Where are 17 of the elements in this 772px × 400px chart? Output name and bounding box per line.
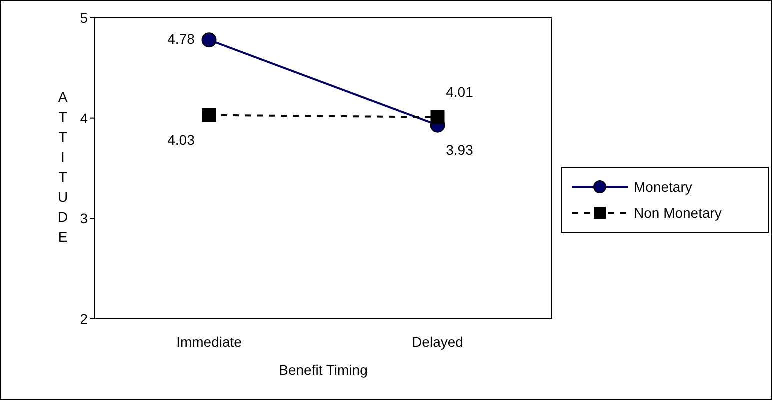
data-label: 4.01 <box>446 84 474 100</box>
legend-label: Non Monetary <box>634 205 722 221</box>
data-label: 4.03 <box>168 132 196 148</box>
y-tick-label: 2 <box>80 310 88 327</box>
x-tick-label: Immediate <box>176 334 242 350</box>
point <box>202 108 216 122</box>
data-label: 3.93 <box>446 142 474 158</box>
y-tick-label: 5 <box>80 10 88 26</box>
point <box>430 110 445 124</box>
data-label: 4.78 <box>168 30 196 47</box>
y-axis-title: ATTITUDE <box>58 89 68 246</box>
legend-label: Monetary <box>634 179 692 195</box>
point <box>202 32 217 48</box>
x-tick-label: Delayed <box>412 334 464 350</box>
y-tick-label: 3 <box>80 210 88 227</box>
x-axis-title: Benefit Timing <box>279 362 368 378</box>
y-tick-label: 4 <box>80 110 88 126</box>
